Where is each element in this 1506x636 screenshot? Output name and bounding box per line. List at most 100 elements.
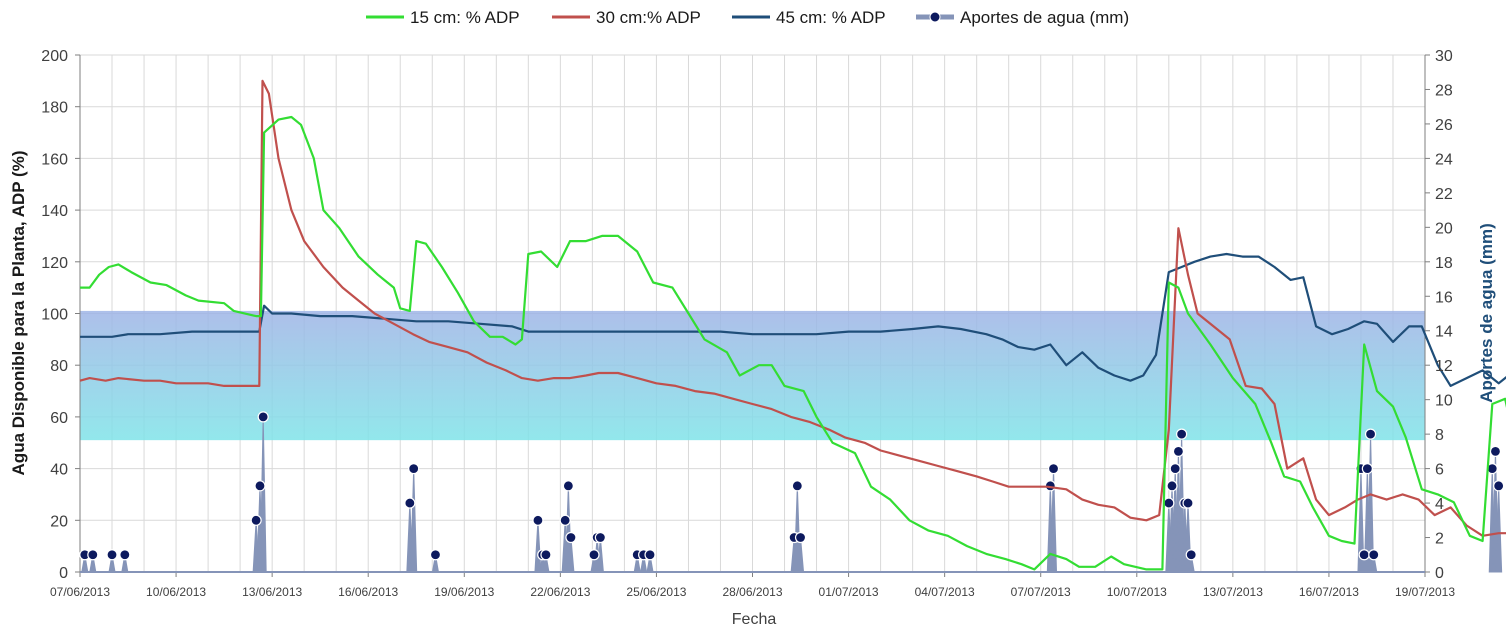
legend-label-45cm: 45 cm: % ADP [776,8,886,27]
y2-tick-label: 14 [1435,324,1453,341]
y2-tick-label: 2 [1435,531,1444,548]
y2-tick-label: 8 [1435,427,1444,444]
y2-tick-label: 24 [1435,151,1453,168]
aportes-bar [1050,468,1058,573]
tick-labels: 0204060801001201401601802000246810121416… [41,48,1455,599]
aportes-point [1358,549,1370,561]
aportes-point [1169,463,1181,475]
y2-tick-label: 26 [1435,117,1453,134]
aportes-point [562,480,574,492]
aportes-point [119,549,131,561]
aportes-bar [108,554,116,573]
series-line-30cm [79,79,1506,537]
aportes-point [106,549,118,561]
aportes-point [791,480,803,492]
x-tick-label: 28/06/2013 [722,585,782,599]
aportes-point [644,549,656,561]
legend-label-30cm: 30 cm:% ADP [596,8,701,27]
y-axis-label: Agua Disponible para la Planta, ADP (%) [9,151,28,476]
aportes-point [794,531,807,544]
y-tick-label: 0 [59,565,68,582]
y2-tick-label: 16 [1435,289,1453,306]
x-tick-label: 25/06/2013 [626,585,686,599]
x-tick-label: 01/07/2013 [819,585,879,599]
aportes-point [1182,497,1194,509]
aportes-point [1489,445,1502,457]
series-aportes-de-agua [79,411,1505,573]
aportes-point [565,531,577,544]
series-line-15cm [80,115,1506,571]
x-tick-label: 07/07/2013 [1011,585,1071,599]
y-tick-label: 100 [41,307,68,324]
x-tick-label: 07/06/2013 [50,585,110,599]
x-tick-label: 16/06/2013 [338,585,398,599]
x-tick-label: 19/07/2013 [1395,585,1455,599]
aportes-bar [640,554,648,573]
aportes-point [1493,480,1505,492]
aportes-point [1368,549,1380,561]
aportes-bar [1187,554,1195,573]
y-tick-label: 120 [41,255,68,272]
legend-item-15cm[interactable]: 15 cm: % ADP [366,8,520,27]
y2-tick-label: 22 [1435,186,1453,203]
x-tick-label: 19/06/2013 [434,585,494,599]
aportes-point [257,411,269,423]
aportes-bar [259,416,267,573]
x-tick-label: 04/07/2013 [915,585,975,599]
x-tick-label: 22/06/2013 [530,585,590,599]
legend-item-aportes[interactable]: Aportes de agua (mm) [916,8,1129,27]
aportes-bar [121,554,129,573]
aportes-point [404,497,416,509]
y-tick-label: 140 [41,203,68,220]
aportes-point [429,549,442,561]
aportes-point [250,514,262,526]
x-axis-label: Fecha [732,611,777,628]
y2-tick-label: 30 [1435,48,1453,65]
aportes-bar [542,554,550,573]
y2-axis-label: Aportes de agua (mm) [1477,223,1496,402]
y-tick-label: 80 [50,358,68,375]
y-tick-label: 60 [50,410,68,427]
x-tick-label: 13/06/2013 [242,585,302,599]
aportes-bar [646,554,654,573]
y2-tick-label: 20 [1435,220,1453,237]
y-tick-label: 40 [50,462,68,479]
y-tick-label: 160 [41,151,68,168]
aportes-bar [534,520,542,573]
aportes-bar [431,554,440,573]
legend-item-30cm[interactable]: 30 cm:% ADP [552,8,701,27]
optimal-range-band [80,310,1425,441]
aportes-point [594,531,606,544]
aportes-point [254,480,266,492]
y-tick-label: 180 [41,100,68,117]
series-line-45cm [80,252,1506,387]
legend-label-aportes: Aportes de agua (mm) [960,8,1129,27]
aportes-bar [89,554,97,573]
legend-label-15cm: 15 cm: % ADP [410,8,520,27]
aportes-point [540,549,552,561]
aportes-bar [1370,554,1378,573]
aportes-point [532,514,544,526]
aportes-point [1364,428,1377,440]
legend-marker-aportes [929,11,941,23]
legend: 15 cm: % ADP 30 cm:% ADP 45 cm: % ADP Ap… [366,8,1129,27]
aportes-bar [410,468,418,573]
x-tick-label: 10/06/2013 [146,585,206,599]
aportes-point [1172,445,1185,457]
x-tick-label: 16/07/2013 [1299,585,1359,599]
y2-tick-label: 18 [1435,255,1453,272]
x-tick-label: 13/07/2013 [1203,585,1263,599]
aportes-point [588,549,600,561]
aportes-point [1185,549,1197,561]
aportes-bar [796,537,805,573]
aportes-bar [1495,485,1503,573]
y2-tick-label: 28 [1435,82,1453,99]
aportes-point [1166,480,1178,492]
legend-item-45cm[interactable]: 45 cm: % ADP [732,8,886,27]
y2-tick-label: 0 [1435,565,1444,582]
aportes-point [559,514,571,526]
aportes-point [1361,463,1373,475]
y-tick-label: 20 [50,513,68,530]
y-tick-label: 200 [41,48,68,65]
